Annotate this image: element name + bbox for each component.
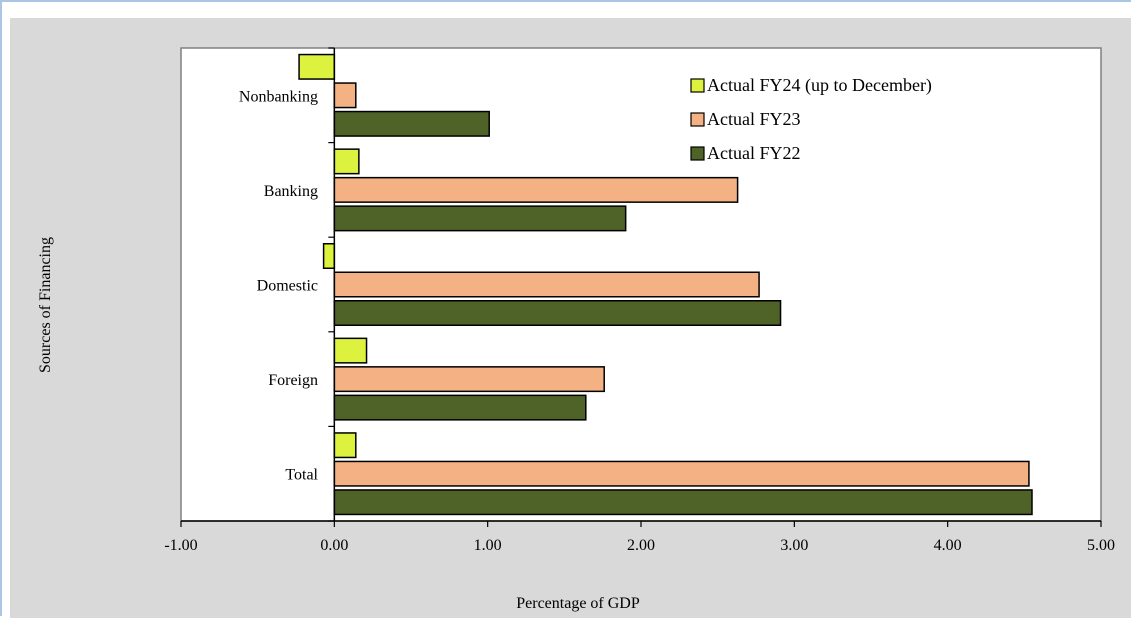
legend-swatch-1 <box>690 78 705 93</box>
legend-swatch-2 <box>690 112 705 127</box>
category-label-total: Total <box>285 467 318 484</box>
category-label-domestic: Domestic <box>257 278 318 295</box>
x-tick-label: -1.00 <box>164 537 197 554</box>
x-tick-label: 4.00 <box>934 537 962 554</box>
bar-total-series-1 <box>333 432 357 459</box>
bars-group <box>298 53 1033 516</box>
bar-total-series-2 <box>333 460 1030 487</box>
bar-nonbanking-series-1 <box>298 53 336 80</box>
x-tick-label: 1.00 <box>474 537 502 554</box>
x-tick-label: 3.00 <box>780 537 808 554</box>
bar-foreign-series-2 <box>333 366 605 393</box>
legend-label-2: Actual FY23 <box>707 109 801 129</box>
category-label-nonbanking: Nonbanking <box>239 88 318 105</box>
bar-domestic-series-3 <box>333 300 782 326</box>
bar-banking-series-2 <box>333 176 739 203</box>
x-tick-label: 0.00 <box>320 537 348 554</box>
category-label-banking: Banking <box>264 183 318 200</box>
bar-nonbanking-series-3 <box>333 110 490 137</box>
legend-label-3: Actual FY22 <box>707 143 801 163</box>
x-tick-label: 2.00 <box>627 537 655 554</box>
bar-nonbanking-series-2 <box>333 82 357 109</box>
bar-domestic-series-2 <box>333 271 760 298</box>
y-axis-label: Sources of Financing <box>37 237 54 373</box>
x-axis-label: Percentage of GDP <box>516 595 640 612</box>
x-tick-label: 5.00 <box>1087 537 1115 554</box>
legend: Actual FY24 (up to December) Actual FY23 A… <box>690 75 932 163</box>
bar-domestic-series-1 <box>322 243 336 269</box>
bar-banking-series-1 <box>333 148 360 175</box>
category-label-foreign: Foreign <box>268 372 318 389</box>
legend-swatch-3 <box>690 146 705 161</box>
axes-group: Nonbanking Banking Domestic Foreign Total -1.… <box>164 47 1115 554</box>
legend-label-1: Actual FY24 (up to December) <box>707 75 932 96</box>
bar-total-series-3 <box>333 489 1033 516</box>
bar-foreign-series-1 <box>333 337 368 364</box>
bar-banking-series-3 <box>333 205 627 232</box>
bar-foreign-series-3 <box>333 394 587 421</box>
